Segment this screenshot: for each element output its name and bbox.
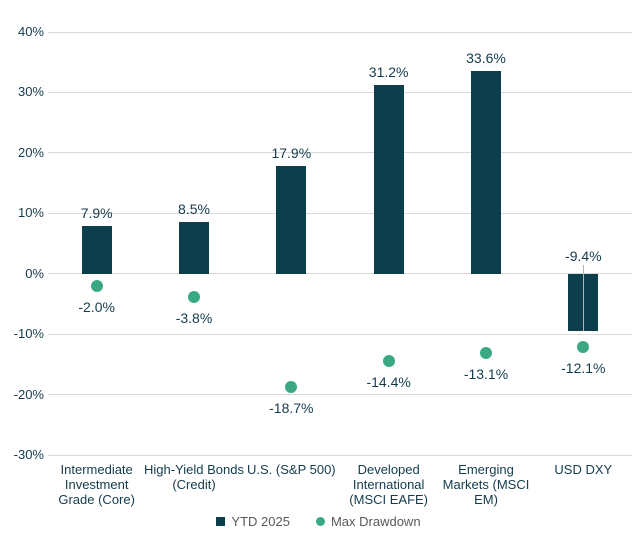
point-value-label: -14.4% (366, 373, 411, 390)
gridline (48, 273, 632, 275)
legend-label-ytd-2025: YTD 2025 (231, 514, 290, 529)
y-axis-tick-label: -10% (13, 326, 44, 342)
legend-label-max-drawdown: Max Drawdown (330, 514, 421, 529)
x-axis-category-label: High-Yield Bonds (Credit) (144, 462, 244, 492)
y-axis-tick-label: -20% (13, 386, 44, 402)
bar-value-label: 7.9% (80, 204, 113, 221)
max-drawdown-point (577, 340, 590, 353)
gridline (48, 454, 632, 456)
ytd-bar (179, 222, 209, 274)
gridline (48, 333, 632, 335)
bar-value-label: 17.9% (271, 144, 312, 161)
x-axis-category-label: USD DXY (554, 462, 613, 477)
ytd-bar (373, 85, 404, 274)
point-value-label: -12.1% (561, 359, 606, 376)
gridline (48, 212, 632, 214)
gridline (48, 91, 632, 93)
legend: YTD 2025 Max Drawdown (0, 514, 637, 529)
max-drawdown-point (90, 279, 103, 292)
ytd-bar (81, 225, 112, 274)
max-drawdown-point (382, 354, 395, 367)
bar-value-label: 31.2% (368, 64, 409, 81)
y-axis-tick-label: 10% (17, 205, 44, 221)
label-leader-line (582, 264, 584, 331)
ytd-bar (471, 70, 501, 274)
gridline (48, 152, 632, 154)
point-value-label: -18.7% (269, 399, 314, 416)
x-axis-category-label: Developed International (MSCI EAFE) (349, 462, 429, 507)
x-axis-category-label: Intermediate Investment Grade (Core) (58, 462, 135, 507)
x-axis-category-label: U.S. (S&P 500) (247, 462, 336, 477)
max-drawdown-point (285, 380, 298, 393)
point-value-label: -2.0% (78, 298, 115, 315)
y-axis-tick-label: 0% (25, 265, 44, 281)
bar-value-label: 33.6% (466, 49, 506, 66)
gridline (48, 31, 632, 33)
bar-value-label: 8.5% (178, 201, 210, 218)
legend-item-max-drawdown: Max Drawdown (315, 514, 421, 529)
point-value-label: -13.1% (463, 365, 509, 382)
max-drawdown-point (188, 290, 200, 303)
ytd-2025-swatch-icon (216, 517, 226, 526)
bar-value-label: -9.4% (565, 247, 602, 264)
ytd-bar (276, 165, 307, 274)
max-drawdown-swatch-icon (315, 517, 325, 526)
y-axis-tick-label: -30% (13, 447, 44, 462)
legend-item-ytd-2025: YTD 2025 (216, 514, 290, 529)
point-value-label: -3.8% (175, 309, 213, 326)
gridline (48, 394, 632, 396)
y-axis-tick-label: 30% (17, 84, 44, 100)
y-axis-tick-label: 40% (17, 24, 44, 39)
y-axis-tick-label: 20% (17, 144, 44, 160)
max-drawdown-point (480, 346, 492, 359)
x-axis-category-label: Emerging Markets (MSCI EM) (442, 462, 530, 507)
